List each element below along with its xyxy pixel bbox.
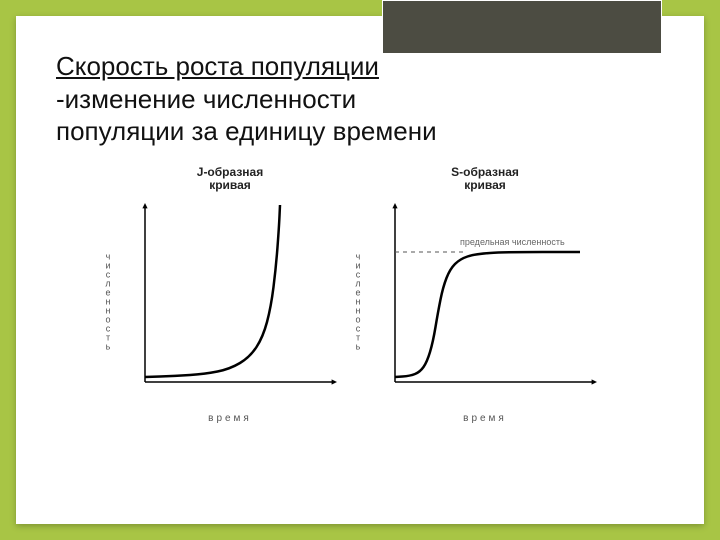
decorative-dark-box bbox=[382, 0, 662, 54]
chart-j-body: численность bbox=[115, 197, 345, 407]
chart-s-svg: предельная численность bbox=[365, 197, 605, 407]
content-card: Скорость роста популяции -изменение числ… bbox=[16, 16, 704, 524]
heading-line1: Скорость роста популяции bbox=[56, 51, 379, 81]
heading-line2: -изменение численности bbox=[56, 84, 356, 114]
chart-j-title: J-образная кривая bbox=[197, 166, 263, 194]
svg-text:предельная численность: предельная численность bbox=[460, 237, 565, 247]
chart-s-ylabel: численность bbox=[353, 253, 363, 352]
chart-j-ylabel: численность bbox=[103, 253, 113, 352]
chart-s-xlabel: время bbox=[463, 413, 507, 424]
chart-s-title: S-образная кривая bbox=[451, 166, 519, 194]
chart-s-body: численность предельная численность bbox=[365, 197, 605, 407]
heading-line3: популяции за единицу времени bbox=[56, 116, 437, 146]
chart-j: J-образная кривая численность время bbox=[115, 166, 345, 425]
chart-s: S-образная кривая численность предельная… bbox=[365, 166, 605, 425]
chart-j-xlabel: время bbox=[208, 413, 252, 424]
heading: Скорость роста популяции -изменение числ… bbox=[56, 50, 664, 148]
chart-j-svg bbox=[115, 197, 345, 407]
slide: Скорость роста популяции -изменение числ… bbox=[0, 0, 720, 540]
charts-container: J-образная кривая численность время S-об… bbox=[56, 166, 664, 425]
